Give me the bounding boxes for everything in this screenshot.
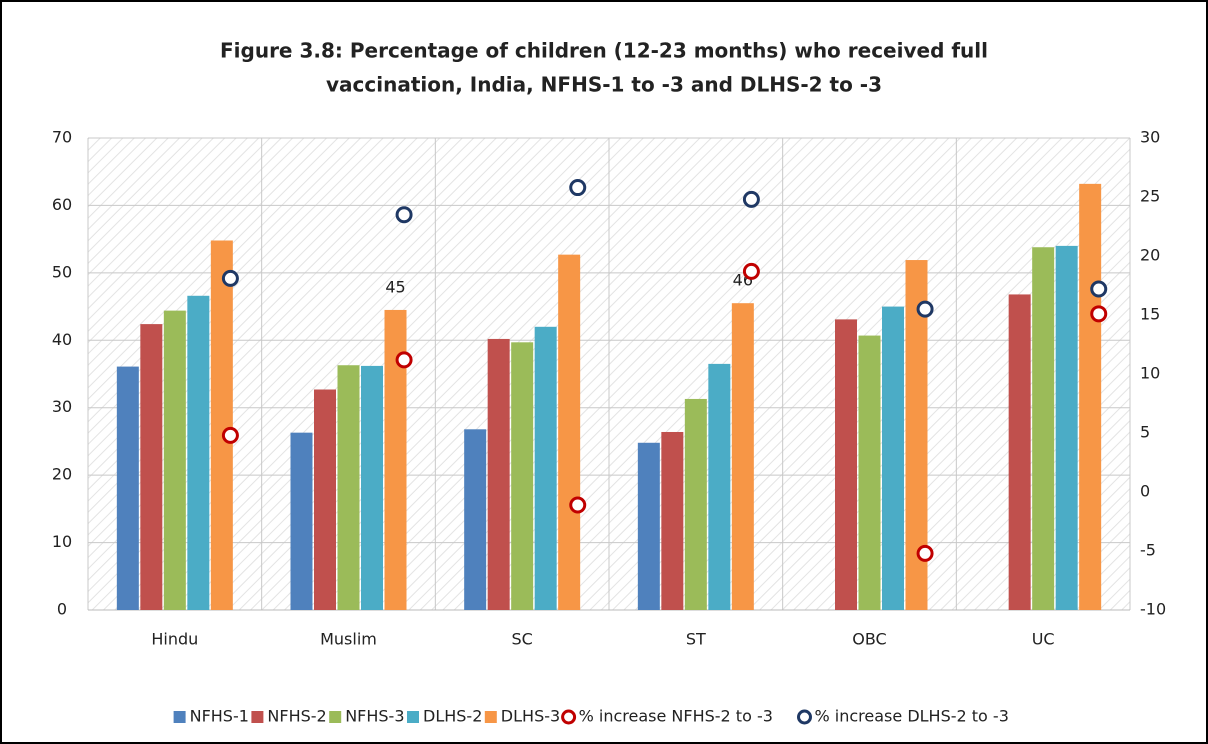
bar (361, 365, 383, 610)
y2-tick-label: 15 (1140, 305, 1160, 324)
y-tick-label: 20 (52, 465, 72, 484)
y2-tick-label: 10 (1140, 364, 1160, 383)
bar (487, 338, 510, 610)
bar (314, 389, 336, 610)
bar (210, 240, 233, 610)
legend-label: % increase DLHS-2 to -3 (815, 707, 1009, 726)
bar (661, 431, 684, 610)
bar (835, 319, 857, 610)
x-tick-label: Muslim (320, 630, 377, 649)
x-tick-label: OBC (852, 630, 886, 649)
bar (116, 366, 139, 610)
bar (558, 254, 581, 610)
y2-tick-label: 0 (1140, 482, 1150, 501)
chart-title: Figure 3.8: Percentage of children (12-2… (220, 39, 988, 63)
bar (511, 342, 534, 610)
legend-label: NFHS-2 (267, 707, 326, 726)
marker (1090, 305, 1108, 323)
marker (1090, 280, 1108, 298)
bar (163, 310, 186, 610)
legend-label: DLHS-2 (423, 707, 482, 726)
bar (905, 260, 928, 610)
y2-tick-label: -10 (1140, 600, 1166, 619)
y-tick-label: 0 (57, 600, 67, 619)
bar (637, 442, 660, 610)
y-tick-label: 70 (52, 128, 72, 147)
marker (395, 351, 413, 369)
marker (742, 190, 760, 208)
bar (140, 324, 163, 610)
bar (534, 326, 557, 610)
legend-swatch (329, 711, 342, 723)
y2-tick-label: 30 (1140, 128, 1160, 147)
x-tick-label: ST (686, 630, 706, 649)
bar (882, 306, 904, 610)
bar (1032, 247, 1055, 610)
chart-title: vaccination, India, NFHS-1 to -3 and DLH… (326, 73, 882, 97)
y2-tick-label: 25 (1140, 187, 1160, 206)
y-tick-label: 50 (52, 262, 72, 281)
marker (569, 496, 587, 514)
bar (858, 335, 881, 610)
marker (221, 269, 239, 287)
y2-tick-label: -5 (1140, 541, 1156, 560)
y-tick-label: 60 (52, 195, 72, 214)
x-tick-label: SC (512, 630, 533, 649)
bar (464, 429, 487, 610)
y-tick-label: 40 (52, 330, 72, 349)
y-tick-label: 30 (52, 397, 72, 416)
marker (395, 206, 413, 224)
legend-swatch (173, 711, 186, 723)
bar (290, 432, 313, 610)
marker (916, 544, 934, 562)
legend-label: NFHS-1 (190, 707, 249, 726)
bar (1008, 294, 1031, 610)
marker (916, 300, 934, 318)
bar (708, 363, 731, 610)
legend-label: % increase NFHS-2 to -3 (579, 707, 773, 726)
y2-tick-label: 5 (1140, 423, 1150, 442)
data-label: 45 (385, 277, 405, 296)
legend-swatch (407, 711, 419, 723)
legend-label: DLHS-3 (501, 707, 560, 726)
y-tick-label: 10 (52, 532, 72, 551)
legend-label: NFHS-3 (345, 707, 404, 726)
bar (337, 365, 360, 610)
bar (731, 303, 754, 610)
x-tick-label: UC (1032, 630, 1055, 649)
bar (1079, 183, 1102, 610)
legend-swatch (484, 711, 497, 723)
bar (1055, 245, 1078, 610)
legend-swatch (561, 709, 577, 725)
y2-tick-label: 20 (1140, 246, 1160, 265)
marker (569, 179, 587, 197)
bar (384, 309, 407, 610)
legend-swatch (251, 711, 264, 723)
x-tick-label: Hindu (151, 630, 198, 649)
legend-swatch (797, 709, 812, 725)
marker (742, 262, 760, 280)
bar (187, 295, 210, 610)
bar (684, 398, 707, 610)
marker (221, 426, 239, 444)
